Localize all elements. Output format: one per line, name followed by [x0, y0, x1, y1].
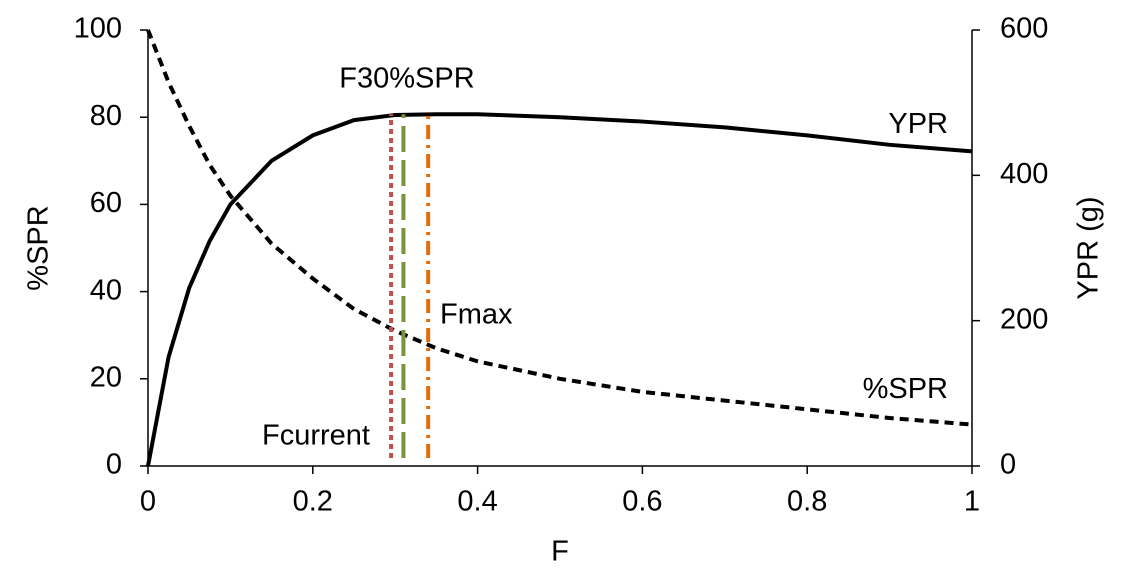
reference-label: F30%SPR	[339, 63, 474, 95]
y-tick-label: 0	[106, 449, 122, 481]
x-tick-label: 1	[964, 486, 980, 518]
y2-tick-label: 200	[1000, 303, 1048, 335]
x-axis-label: F	[551, 536, 569, 568]
series-label: YPR	[888, 108, 948, 140]
y-tick-label: 100	[74, 13, 122, 45]
y-tick-label: 60	[90, 187, 122, 219]
series-line	[146, 29, 973, 427]
x-tick-label: 0.8	[787, 486, 827, 518]
y-axis-label: %SPR	[23, 205, 55, 290]
x-tick-label: 0.2	[293, 486, 333, 518]
x-tick-label: 0.6	[622, 486, 662, 518]
y-tick-label: 40	[90, 274, 122, 306]
series-line	[146, 112, 973, 467]
x-tick-label: 0.4	[457, 486, 497, 518]
y2-tick-label: 600	[1000, 13, 1048, 45]
series-label: %SPR	[863, 373, 948, 405]
y2-tick-label: 0	[1000, 449, 1016, 481]
x-tick-label: 0	[140, 486, 156, 518]
y2-axis-label: YPR (g)	[1073, 196, 1105, 299]
y-tick-label: 80	[90, 100, 122, 132]
reference-label: Fmax	[440, 299, 513, 331]
reference-label: Fcurrent	[262, 420, 370, 452]
y-tick-label: 20	[90, 361, 122, 393]
y2-tick-label: 400	[1000, 158, 1048, 190]
